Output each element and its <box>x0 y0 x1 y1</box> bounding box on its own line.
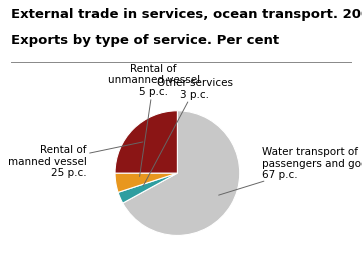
Wedge shape <box>115 111 177 173</box>
Text: Other services
3 p.c.: Other services 3 p.c. <box>143 78 233 186</box>
Text: Rental of
manned vessel
25 p.c.: Rental of manned vessel 25 p.c. <box>8 142 143 178</box>
Wedge shape <box>118 173 177 203</box>
Text: Water transport of
passengers and goods
67 p.c.: Water transport of passengers and goods … <box>219 147 362 195</box>
Text: Rental of
unmanned vessel
5 p.c.: Rental of unmanned vessel 5 p.c. <box>108 64 200 176</box>
Wedge shape <box>115 173 177 192</box>
Text: Exports by type of service. Per cent: Exports by type of service. Per cent <box>11 34 279 47</box>
Text: External trade in services, ocean transport. 2006.: External trade in services, ocean transp… <box>11 8 362 21</box>
Wedge shape <box>123 111 240 236</box>
